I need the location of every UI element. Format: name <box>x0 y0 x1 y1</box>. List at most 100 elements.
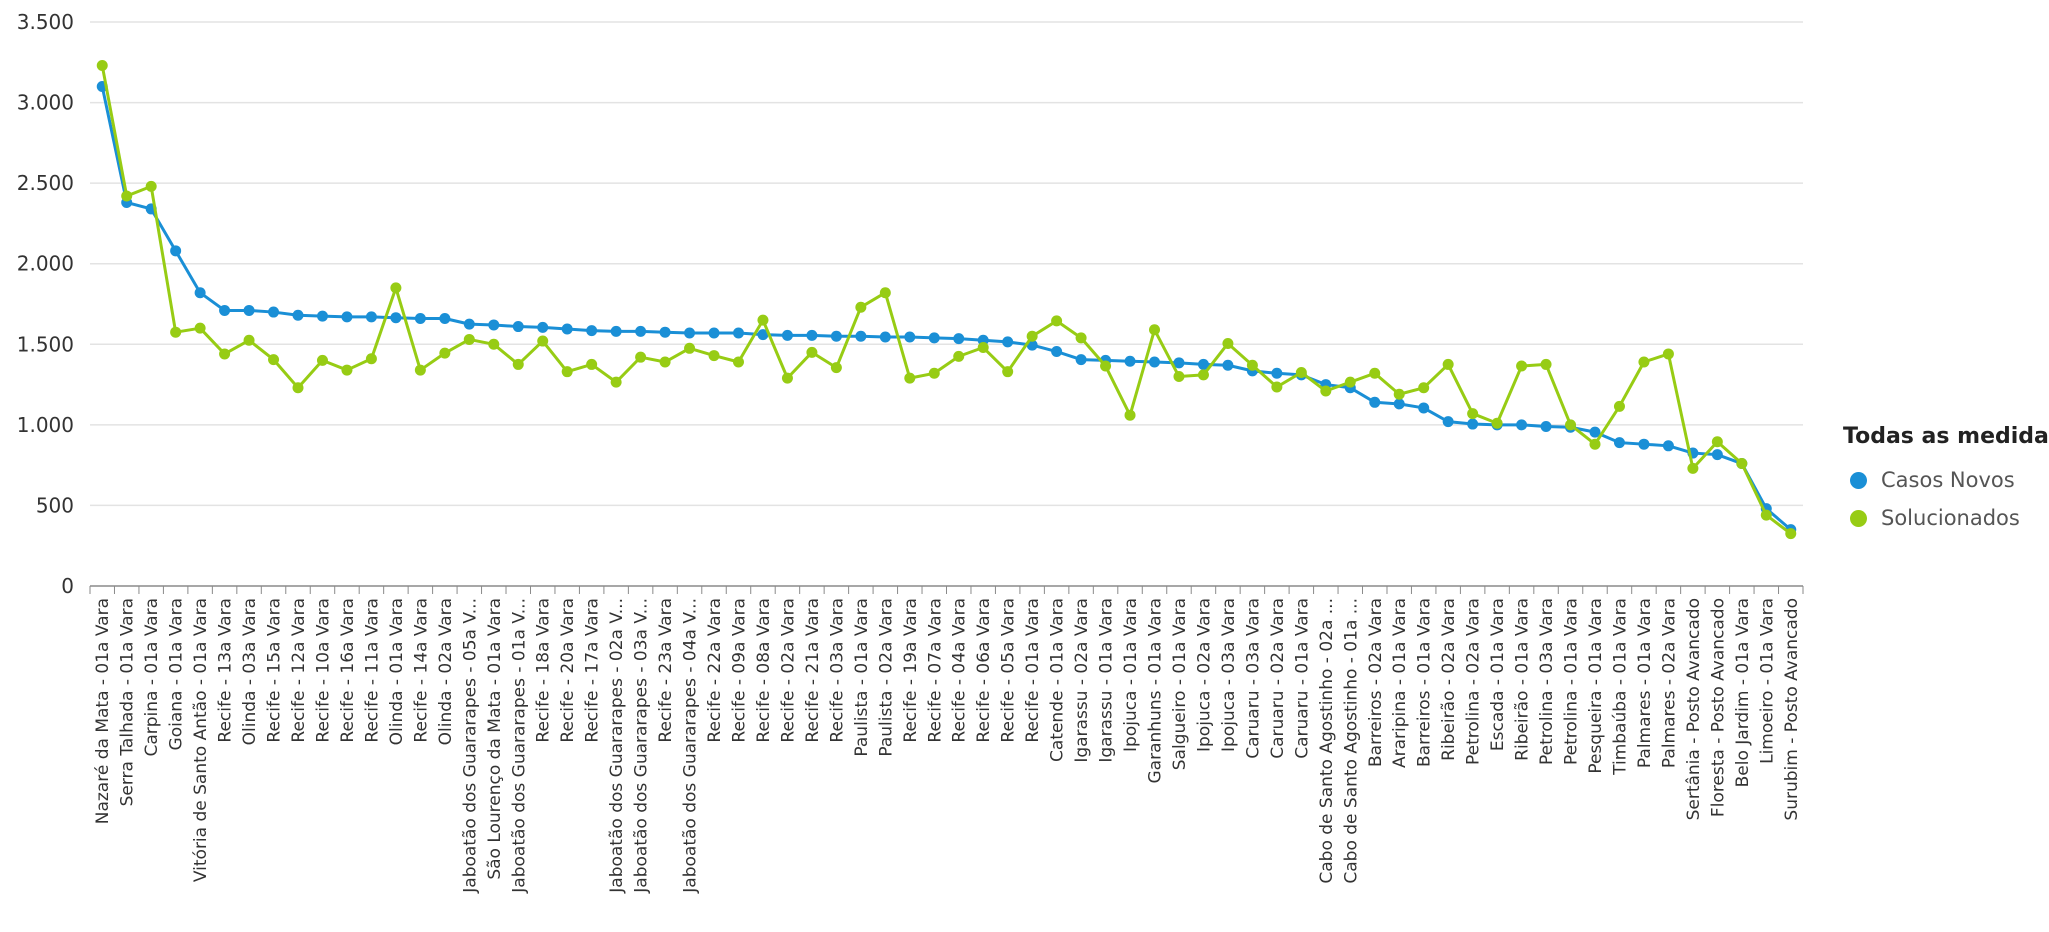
data-point[interactable] <box>928 367 940 379</box>
data-point[interactable] <box>365 353 377 365</box>
data-point[interactable] <box>194 322 206 334</box>
data-point[interactable] <box>1540 420 1552 432</box>
data-point[interactable] <box>316 354 328 366</box>
data-point[interactable] <box>781 329 793 341</box>
data-point[interactable] <box>1246 359 1258 371</box>
data-point[interactable] <box>1002 336 1014 348</box>
data-point[interactable] <box>292 382 304 394</box>
data-point[interactable] <box>1222 337 1234 349</box>
data-point[interactable] <box>1638 438 1650 450</box>
data-point[interactable] <box>1516 419 1528 431</box>
data-point[interactable] <box>219 304 231 316</box>
data-point[interactable] <box>1638 356 1650 368</box>
data-point[interactable] <box>586 325 598 337</box>
data-point[interactable] <box>1075 332 1087 344</box>
data-point[interactable] <box>1711 436 1723 448</box>
data-point[interactable] <box>1711 449 1723 461</box>
data-point[interactable] <box>512 358 524 370</box>
data-point[interactable] <box>1295 366 1307 378</box>
data-point[interactable] <box>243 304 255 316</box>
data-point[interactable] <box>1026 330 1038 342</box>
data-point[interactable] <box>1124 409 1136 421</box>
data-point[interactable] <box>316 310 328 322</box>
data-point[interactable] <box>268 306 280 318</box>
data-point[interactable] <box>806 346 818 358</box>
data-point[interactable] <box>708 327 720 339</box>
data-point[interactable] <box>439 347 451 359</box>
data-point[interactable] <box>1197 369 1209 381</box>
data-point[interactable] <box>96 60 108 72</box>
data-point[interactable] <box>1613 437 1625 449</box>
data-point[interactable] <box>1467 418 1479 430</box>
data-point[interactable] <box>879 287 891 299</box>
data-point[interactable] <box>732 356 744 368</box>
data-point[interactable] <box>732 327 744 339</box>
data-point[interactable] <box>1442 416 1454 428</box>
data-point[interactable] <box>1320 385 1332 397</box>
legend-item-solucionados[interactable]: Solucionados <box>1843 499 2049 537</box>
data-point[interactable] <box>1051 315 1063 327</box>
data-point[interactable] <box>1173 357 1185 369</box>
data-point[interactable] <box>1100 360 1112 372</box>
data-point[interactable] <box>1418 402 1430 414</box>
data-point[interactable] <box>390 282 402 294</box>
data-point[interactable] <box>781 372 793 384</box>
legend-item-casos-novos[interactable]: Casos Novos <box>1843 461 2049 499</box>
data-point[interactable] <box>953 333 965 345</box>
data-point[interactable] <box>1173 371 1185 383</box>
data-point[interactable] <box>1002 366 1014 378</box>
data-point[interactable] <box>977 342 989 354</box>
data-point[interactable] <box>610 325 622 337</box>
data-point[interactable] <box>463 318 475 330</box>
data-point[interactable] <box>610 376 622 388</box>
data-point[interactable] <box>904 372 916 384</box>
data-point[interactable] <box>586 358 598 370</box>
data-point[interactable] <box>1051 346 1063 358</box>
data-point[interactable] <box>1393 398 1405 410</box>
data-point[interactable] <box>292 309 304 321</box>
data-point[interactable] <box>145 180 157 192</box>
data-point[interactable] <box>1075 354 1087 366</box>
data-point[interactable] <box>1760 509 1772 521</box>
data-point[interactable] <box>1369 396 1381 408</box>
data-point[interactable] <box>1418 382 1430 394</box>
data-point[interactable] <box>512 321 524 333</box>
data-point[interactable] <box>1271 367 1283 379</box>
data-point[interactable] <box>341 364 353 376</box>
data-point[interactable] <box>806 329 818 341</box>
data-point[interactable] <box>1197 358 1209 370</box>
data-point[interactable] <box>1589 438 1601 450</box>
data-point[interactable] <box>1516 360 1528 372</box>
data-point[interactable] <box>1589 426 1601 438</box>
data-point[interactable] <box>1149 324 1161 336</box>
data-point[interactable] <box>488 338 500 350</box>
data-point[interactable] <box>561 323 573 335</box>
data-point[interactable] <box>1736 458 1748 470</box>
data-point[interactable] <box>488 319 500 331</box>
data-point[interactable] <box>463 333 475 345</box>
data-point[interactable] <box>170 245 182 257</box>
data-point[interactable] <box>1442 358 1454 370</box>
data-point[interactable] <box>1149 356 1161 368</box>
data-point[interactable] <box>1613 400 1625 412</box>
data-point[interactable] <box>684 327 696 339</box>
data-point[interactable] <box>439 313 451 324</box>
data-point[interactable] <box>414 364 426 376</box>
data-point[interactable] <box>341 311 353 323</box>
data-point[interactable] <box>219 348 231 360</box>
data-point[interactable] <box>1124 355 1136 367</box>
data-point[interactable] <box>537 321 549 333</box>
data-point[interactable] <box>170 326 182 338</box>
data-point[interactable] <box>659 326 671 338</box>
data-point[interactable] <box>635 325 647 337</box>
data-point[interactable] <box>194 287 206 299</box>
data-point[interactable] <box>121 190 133 202</box>
data-point[interactable] <box>904 331 916 343</box>
data-point[interactable] <box>830 362 842 374</box>
data-point[interactable] <box>855 301 867 313</box>
data-point[interactable] <box>879 331 891 343</box>
data-point[interactable] <box>1467 408 1479 420</box>
data-point[interactable] <box>757 329 769 341</box>
data-point[interactable] <box>1344 376 1356 388</box>
data-point[interactable] <box>1785 528 1797 540</box>
